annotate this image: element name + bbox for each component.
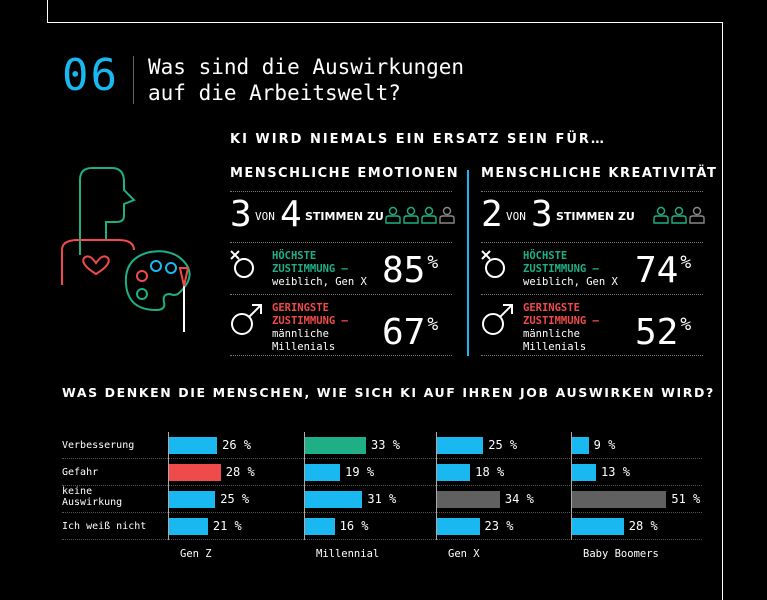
bar-value-label: 33 %	[371, 438, 400, 452]
column-heading-creativity: MENSCHLICHE KREATIVITÄT	[481, 166, 718, 181]
heart-icon	[82, 255, 110, 276]
bar-baby-boomers	[572, 518, 624, 535]
bar-millennial	[305, 491, 363, 508]
group-label: Gen X	[448, 548, 480, 560]
bar-gen-x	[437, 491, 500, 508]
bar-value-label: 16 %	[339, 519, 369, 533]
bar-value-label: 26 %	[222, 438, 251, 452]
highest-percent: 74%	[635, 250, 692, 291]
column-heading-emotions: MENSCHLICHE EMOTIONEN	[230, 166, 460, 181]
category-label: keine Auswirkung	[62, 486, 123, 508]
header-divider	[133, 56, 134, 104]
bar-value-label: 19 %	[345, 465, 375, 479]
agree-numerator: 2	[481, 194, 503, 235]
group-label: Gen Z	[180, 548, 212, 560]
section-subhead: KI WIRD NIEMALS EIN ERSATZ SEIN FÜR…	[230, 132, 606, 147]
highest-percent: 85%	[382, 250, 439, 291]
highest-agreement-label: HÖCHSTE ZUSTIMMUNG – weiblich, Gen X	[523, 250, 618, 288]
category-label: Gefahr	[62, 467, 99, 478]
frame-line	[47, 0, 48, 22]
bar-value-label: 31 %	[367, 492, 397, 506]
bar-value-label: 23 %	[484, 519, 514, 533]
bar-gen-x	[437, 464, 471, 481]
bar-gen-z	[169, 464, 221, 481]
bar-gen-z	[169, 518, 208, 535]
von-label: VON	[255, 210, 275, 223]
bar-value-label: 21 %	[212, 519, 242, 533]
stimmen-label: STIMMEN ZU	[556, 210, 635, 223]
row-gridline	[62, 539, 702, 541]
female-symbol-icon	[230, 250, 254, 278]
male-symbol-icon	[482, 304, 513, 335]
female-symbol-icon	[481, 250, 505, 278]
title-line-2: auf die Arbeitswelt?	[148, 81, 401, 105]
row-divider	[230, 355, 452, 357]
row-divider	[481, 242, 703, 244]
title-line-1: Was sind die Auswirkungen	[148, 55, 465, 79]
agree-numerator: 3	[230, 194, 252, 235]
people-icon	[653, 206, 705, 224]
page-title: Was sind die Auswirkungen auf die Arbeit…	[148, 54, 464, 106]
bar-baby-boomers	[572, 464, 597, 481]
bar-value-label: 28 %	[628, 519, 658, 533]
lowest-percent: 67%	[382, 312, 439, 353]
agree-denominator: 4	[280, 194, 302, 235]
group-label: Millennial	[316, 548, 380, 560]
bar-value-label: 25 %	[488, 438, 518, 452]
row-divider	[481, 191, 703, 193]
group-label: Baby Boomers	[583, 548, 659, 560]
bar-baby-boomers	[572, 491, 667, 508]
bar-value-label: 13 %	[601, 465, 630, 479]
bar-gen-x	[437, 437, 484, 454]
stimmen-label: STIMMEN ZU	[305, 210, 384, 223]
frame-line	[47, 22, 723, 23]
bar-millennial	[305, 437, 367, 454]
bar-millennial	[305, 518, 335, 535]
group-axis	[436, 432, 437, 540]
bar-value-label: 25 %	[220, 492, 250, 506]
agree-denominator: 3	[531, 194, 553, 235]
bar-baby-boomers	[572, 437, 589, 454]
palette-icon	[124, 250, 191, 312]
bar-value-label: 9 %	[593, 438, 616, 452]
bar-millennial	[305, 464, 341, 481]
bar-value-label: 34 %	[504, 492, 534, 506]
lowest-agreement-label: GERINGSTE ZUSTIMMUNG – männliche Milleni…	[272, 302, 348, 353]
head-palette-illustration	[61, 167, 191, 332]
people-icon	[385, 206, 455, 224]
lowest-percent: 52%	[635, 312, 692, 353]
von-label: VON	[506, 210, 526, 223]
column-divider	[467, 170, 469, 356]
bar-value-label: 28 %	[225, 465, 255, 479]
row-divider	[481, 355, 703, 357]
row-gridline	[62, 512, 702, 514]
section-number: 06	[62, 50, 119, 101]
bar-gen-z	[169, 491, 216, 508]
bar-gen-x	[437, 518, 480, 535]
lowest-agreement-label: GERINGSTE ZUSTIMMUNG – männliche Milleni…	[523, 302, 599, 353]
highest-agreement-label: HÖCHSTE ZUSTIMMUNG – weiblich, Gen X	[272, 250, 367, 288]
frame-line	[722, 22, 723, 600]
bar-value-label: 51 %	[671, 492, 701, 506]
bar-value-label: 18 %	[475, 465, 505, 479]
row-divider	[230, 191, 452, 193]
group-axis	[168, 432, 169, 540]
bar-gen-z	[169, 437, 218, 454]
category-label: Verbesserung	[62, 440, 135, 451]
row-gridline	[62, 458, 702, 460]
row-gridline	[62, 485, 702, 487]
row-divider	[481, 294, 703, 296]
group-axis	[571, 432, 572, 540]
row-divider	[230, 242, 452, 244]
category-label: Ich weiß nicht	[62, 521, 147, 532]
group-axis	[304, 432, 305, 540]
chart-question: WAS DENKEN DIE MENSCHEN, WIE SICH KI AUF…	[62, 385, 715, 400]
row-divider	[230, 294, 452, 296]
male-symbol-icon	[231, 304, 262, 335]
